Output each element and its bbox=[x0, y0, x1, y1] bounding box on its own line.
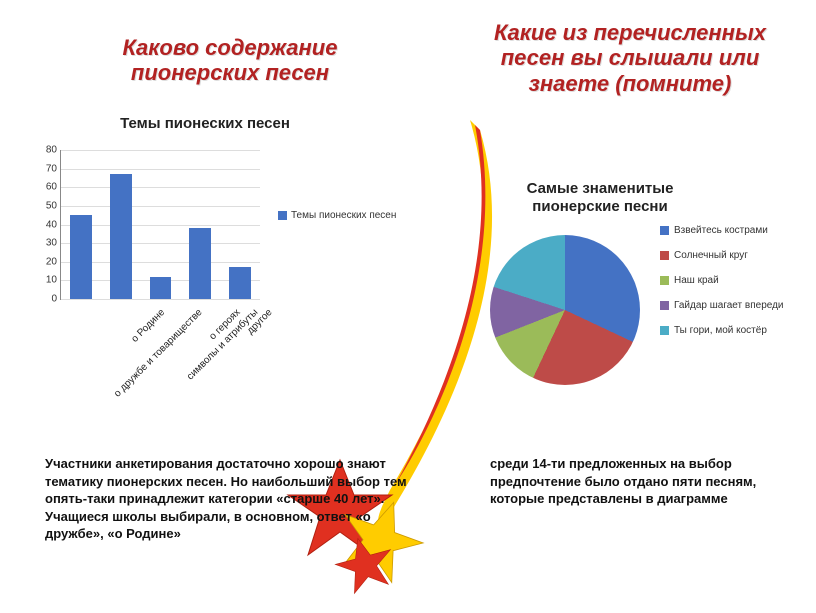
bar bbox=[189, 228, 211, 299]
legend-swatch bbox=[660, 251, 669, 260]
legend-label: Гайдар шагает впереди bbox=[674, 300, 784, 311]
paragraph-right: среди 14-ти предложенных на выбор предпо… bbox=[490, 455, 770, 508]
legend-swatch bbox=[660, 276, 669, 285]
paragraph-left: Участники анкетирования достаточно хорош… bbox=[45, 455, 415, 543]
y-tick-label: 80 bbox=[46, 145, 57, 156]
x-category-label: о Родине bbox=[129, 307, 167, 345]
legend-label: Ты гори, мой костёр bbox=[674, 325, 767, 336]
bar bbox=[110, 174, 132, 299]
legend-swatch bbox=[660, 301, 669, 310]
gridline bbox=[61, 169, 260, 170]
y-tick-label: 0 bbox=[51, 294, 57, 305]
heading-left: Каково содержание пионерских песен bbox=[60, 35, 400, 86]
legend-item: Гайдар шагает впереди bbox=[660, 300, 784, 311]
gridline bbox=[61, 206, 260, 207]
y-tick-label: 60 bbox=[46, 182, 57, 193]
legend-label: Наш край bbox=[674, 275, 719, 286]
legend-item: Взвейтесь кострами bbox=[660, 225, 784, 236]
pie-chart: Взвейтесь кострами Солнечный круг Наш край… bbox=[470, 225, 810, 425]
bar-plot-area: 01020304050607080о дружбе и товариществе… bbox=[60, 150, 260, 300]
pie-chart-legend: Взвейтесь кострами Солнечный круг Наш край… bbox=[660, 225, 784, 350]
legend-label: Взвейтесь кострами bbox=[674, 225, 768, 236]
y-tick-label: 40 bbox=[46, 219, 57, 230]
bar bbox=[150, 277, 172, 299]
gridline bbox=[61, 299, 260, 300]
y-tick-label: 50 bbox=[46, 200, 57, 211]
y-tick-label: 30 bbox=[46, 238, 57, 249]
bar-chart-title: Темы пионеских песен bbox=[90, 115, 320, 132]
y-tick-label: 20 bbox=[46, 256, 57, 267]
pie-disc bbox=[490, 235, 640, 385]
bar-chart-legend: Темы пионеских песен bbox=[278, 210, 396, 221]
slide: Каково содержание пионерских песен Какие… bbox=[0, 0, 816, 613]
legend-label: Солнечный круг bbox=[674, 250, 748, 261]
legend-label: Темы пионеских песен bbox=[291, 210, 396, 221]
heading-right: Какие из перечисленных песен вы слышали … bbox=[460, 20, 800, 96]
bar-chart: 01020304050607080о дружбе и товариществе… bbox=[28, 140, 408, 400]
legend-item: Солнечный круг bbox=[660, 250, 784, 261]
y-tick-label: 10 bbox=[46, 275, 57, 286]
legend-swatch bbox=[278, 211, 287, 220]
bar bbox=[229, 267, 251, 299]
gridline bbox=[61, 187, 260, 188]
pie-chart-title: Самые знаменитые пионерские песни bbox=[500, 180, 700, 216]
bar bbox=[70, 215, 92, 299]
y-tick-label: 70 bbox=[46, 163, 57, 174]
legend-swatch bbox=[660, 226, 669, 235]
legend-item: Ты гори, мой костёр bbox=[660, 325, 784, 336]
legend-item: Наш край bbox=[660, 275, 784, 286]
gridline bbox=[61, 150, 260, 151]
legend-swatch bbox=[660, 326, 669, 335]
